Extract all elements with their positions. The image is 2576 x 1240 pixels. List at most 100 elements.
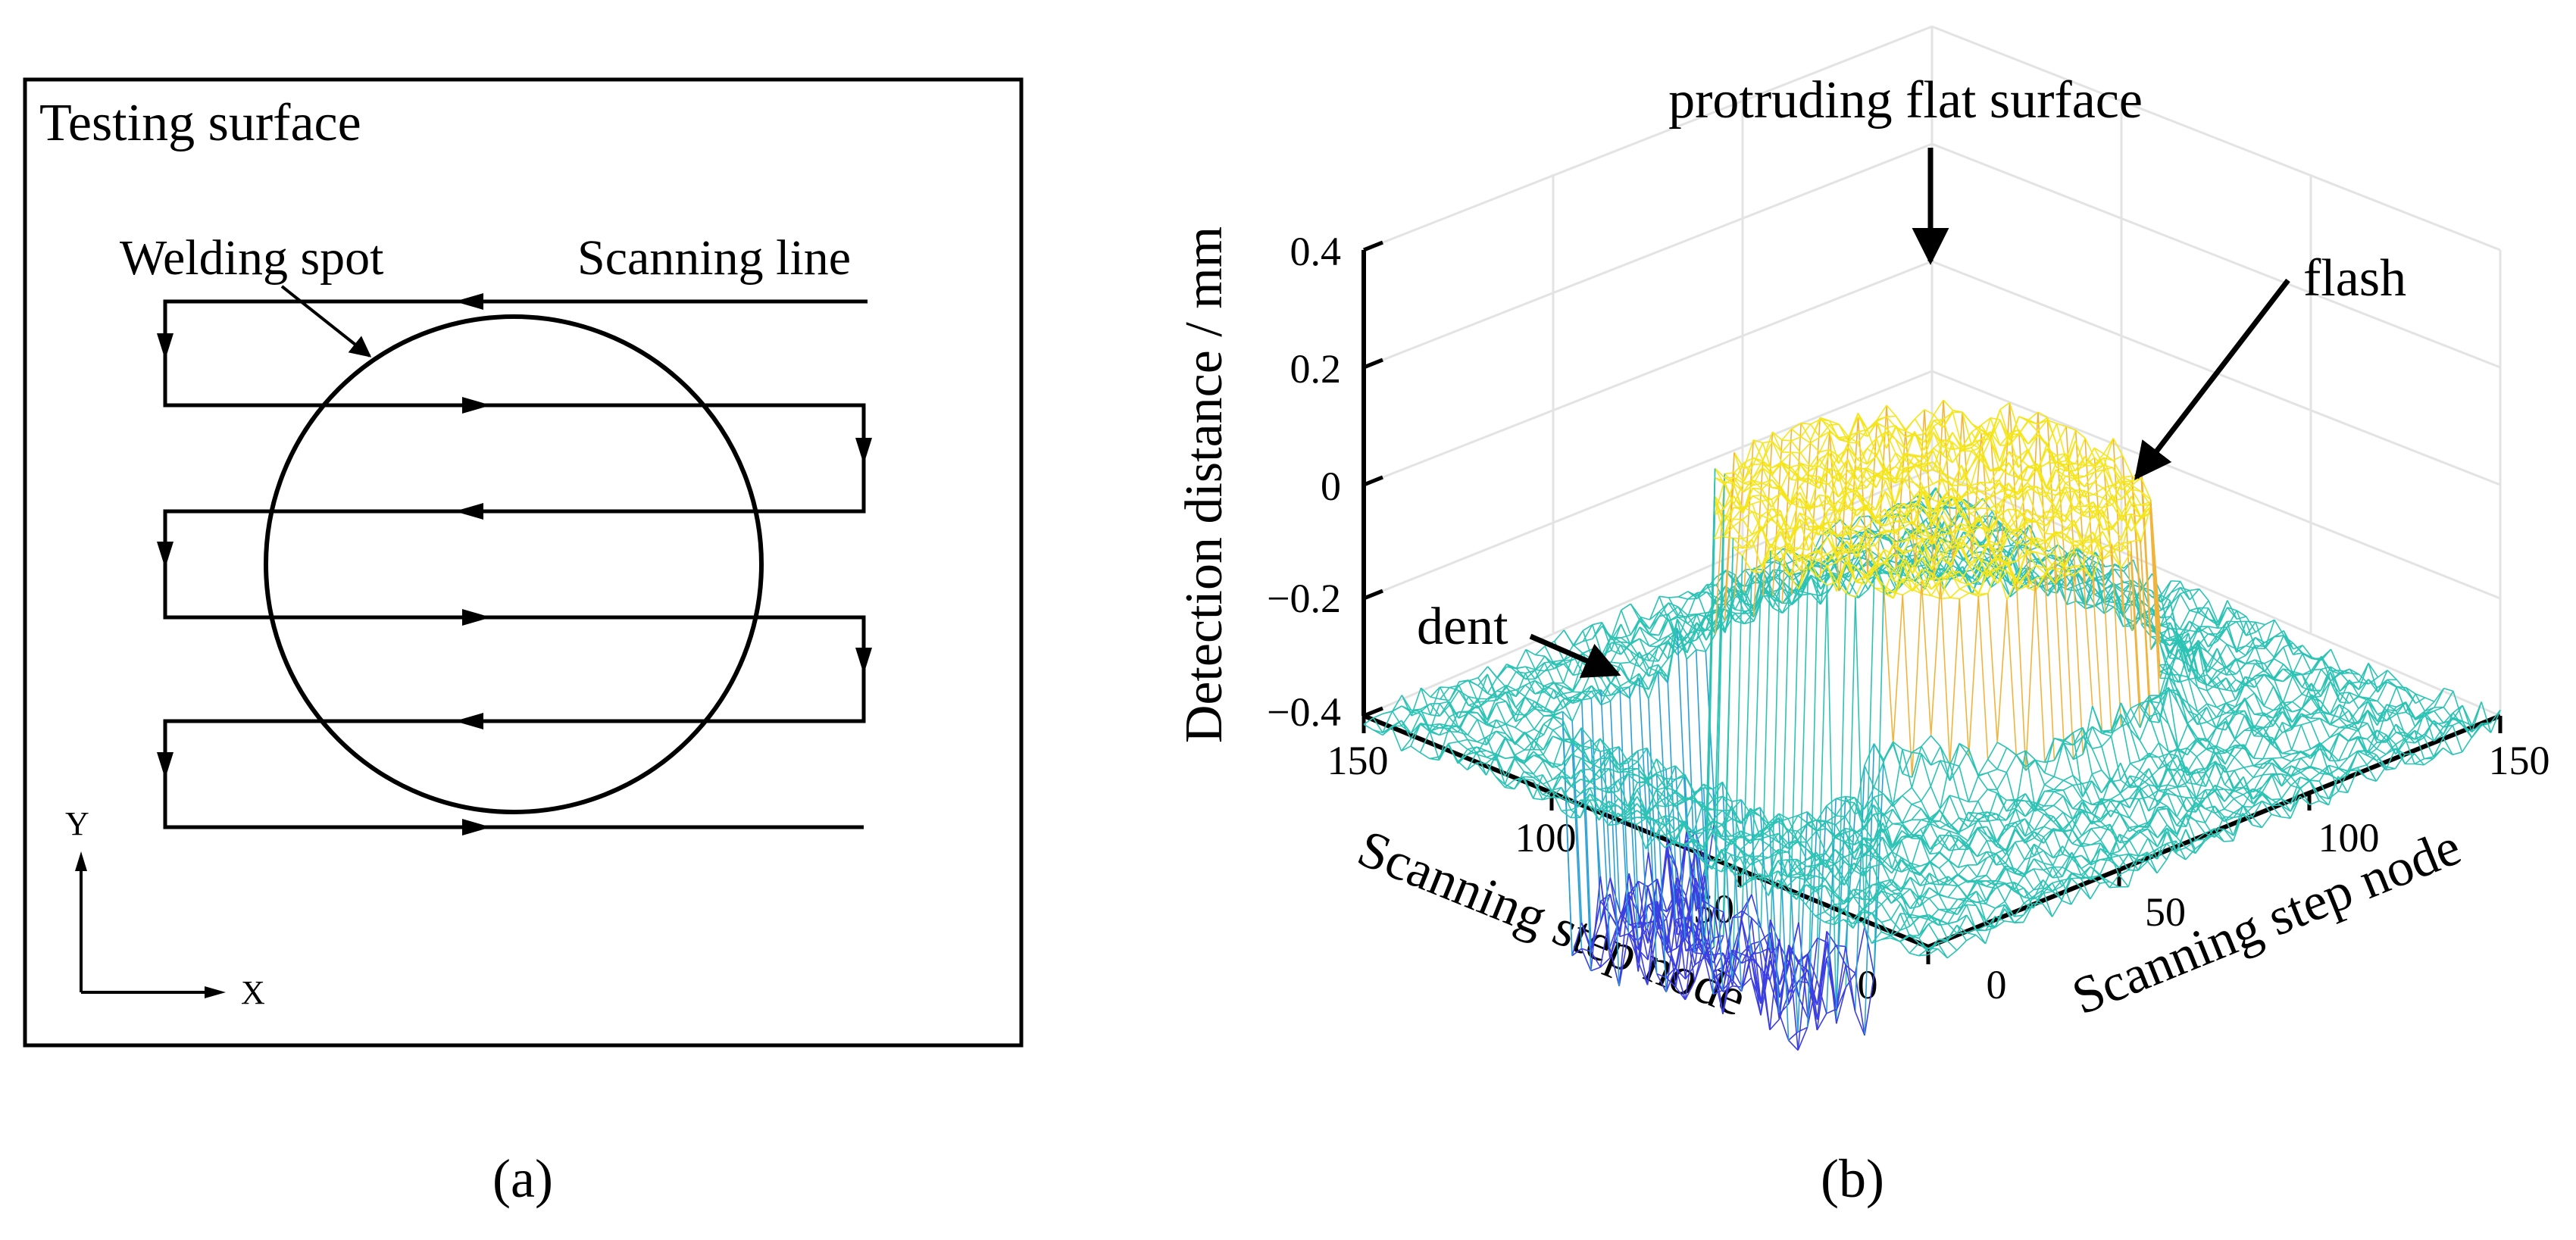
mesh-line — [1449, 711, 1459, 718]
mesh-line — [1696, 630, 1707, 652]
mesh-line — [1838, 423, 1849, 437]
mesh-line — [1951, 464, 1962, 486]
mesh-line — [1656, 973, 1667, 979]
mesh-line — [1723, 507, 1734, 536]
mesh-line — [1467, 746, 1477, 755]
mesh-line — [1790, 451, 1802, 464]
mesh-line — [1827, 508, 1838, 512]
mesh-line — [1827, 521, 1838, 559]
mesh-line — [1810, 574, 1821, 583]
mesh-line — [1694, 901, 1705, 965]
mesh-line — [1980, 431, 1991, 450]
mesh-line — [1572, 696, 1583, 701]
mesh-line — [1696, 629, 1707, 641]
mesh-line — [1873, 743, 1884, 763]
mesh-line — [1570, 793, 1581, 803]
mesh-line — [1894, 467, 1905, 484]
mesh-line — [1656, 917, 1668, 931]
mesh-line — [1763, 579, 1774, 584]
mesh-line — [1902, 795, 1912, 805]
mesh-line — [2028, 566, 2039, 576]
mesh-line — [2094, 588, 2105, 601]
mesh-line — [1867, 420, 1878, 576]
mesh-line — [1896, 532, 1908, 542]
mesh-line — [1684, 938, 1696, 954]
mesh-line — [1533, 706, 1545, 717]
mesh-line — [1779, 548, 1790, 576]
mesh-line — [1733, 476, 1744, 484]
mesh-line — [1847, 488, 1857, 492]
mesh-line — [1799, 518, 1810, 528]
mesh-line — [1752, 495, 1762, 501]
mesh-line — [1751, 526, 1762, 540]
mesh-line — [1477, 705, 1488, 724]
mesh-line — [1476, 762, 1487, 776]
mesh-line — [1496, 730, 1506, 739]
mesh-line — [1696, 622, 1707, 641]
mesh-line — [1972, 583, 1982, 586]
mesh-line — [1420, 703, 1431, 710]
mesh-line — [1477, 673, 1488, 686]
mesh-line — [1801, 422, 1811, 425]
mesh-line — [1677, 636, 1688, 642]
mesh-line — [1571, 691, 1583, 698]
mesh-line — [1580, 799, 1590, 807]
mesh-line — [1627, 789, 1638, 811]
mesh-line — [1476, 762, 1487, 764]
mesh-line — [2018, 448, 2029, 458]
mesh-line — [1818, 495, 1829, 507]
mesh-line — [1658, 635, 1669, 642]
mesh-line — [1809, 476, 1820, 508]
mesh-line — [1544, 667, 1555, 672]
mesh-line — [1552, 716, 1563, 720]
mesh-line — [1580, 787, 1591, 806]
mesh-line — [2123, 604, 2134, 606]
mesh-line — [1855, 490, 1867, 508]
mesh-line — [1837, 525, 1848, 538]
mesh-line — [1959, 588, 1970, 594]
mesh-line — [1580, 799, 1590, 818]
mesh-line — [2104, 602, 2115, 608]
mesh-line — [1990, 479, 1999, 484]
mesh-line — [1743, 464, 1754, 470]
mesh-line — [1599, 757, 1610, 760]
mesh-line — [1618, 773, 1629, 781]
mesh-line — [1827, 495, 1839, 523]
mesh-line — [2093, 494, 2104, 498]
mesh-line — [1968, 595, 1980, 757]
mesh-line — [2018, 467, 2028, 479]
mesh-line — [1496, 690, 1507, 694]
mesh-line — [1877, 571, 1887, 575]
mesh-line — [1590, 738, 1601, 748]
mesh-line — [1589, 793, 1600, 801]
mesh-line — [1543, 758, 1553, 768]
mesh-line — [2018, 448, 2029, 468]
mesh-line — [1932, 451, 1943, 473]
mesh-line — [2027, 434, 2038, 445]
mesh-line — [1665, 967, 1677, 993]
mesh-line — [1658, 645, 1668, 660]
mesh-line — [1468, 704, 1478, 712]
mesh-line — [1618, 770, 1628, 773]
mesh-line — [1572, 699, 1583, 701]
mesh-line — [1733, 483, 1744, 504]
mesh-line — [1752, 479, 1763, 490]
mesh-line — [1486, 702, 1497, 724]
mesh-line — [1705, 599, 1717, 630]
mesh-line — [1637, 914, 1649, 960]
mesh-line — [1818, 526, 1828, 538]
mesh-line — [1600, 678, 1612, 696]
mesh-line — [2056, 426, 2067, 445]
mesh-line — [2123, 600, 2134, 605]
mesh-line — [1533, 776, 1543, 785]
mesh-line — [1646, 782, 1657, 805]
mesh-line — [1809, 517, 1819, 526]
mesh-line — [1649, 634, 1659, 642]
mesh-line — [1523, 770, 1534, 779]
mesh-line — [1772, 591, 1783, 604]
mesh-line — [1818, 495, 1829, 523]
mesh-line — [1552, 736, 1563, 742]
mesh-line — [1856, 448, 1868, 470]
mesh-line — [1780, 511, 1791, 543]
mesh-line — [1449, 690, 1460, 706]
